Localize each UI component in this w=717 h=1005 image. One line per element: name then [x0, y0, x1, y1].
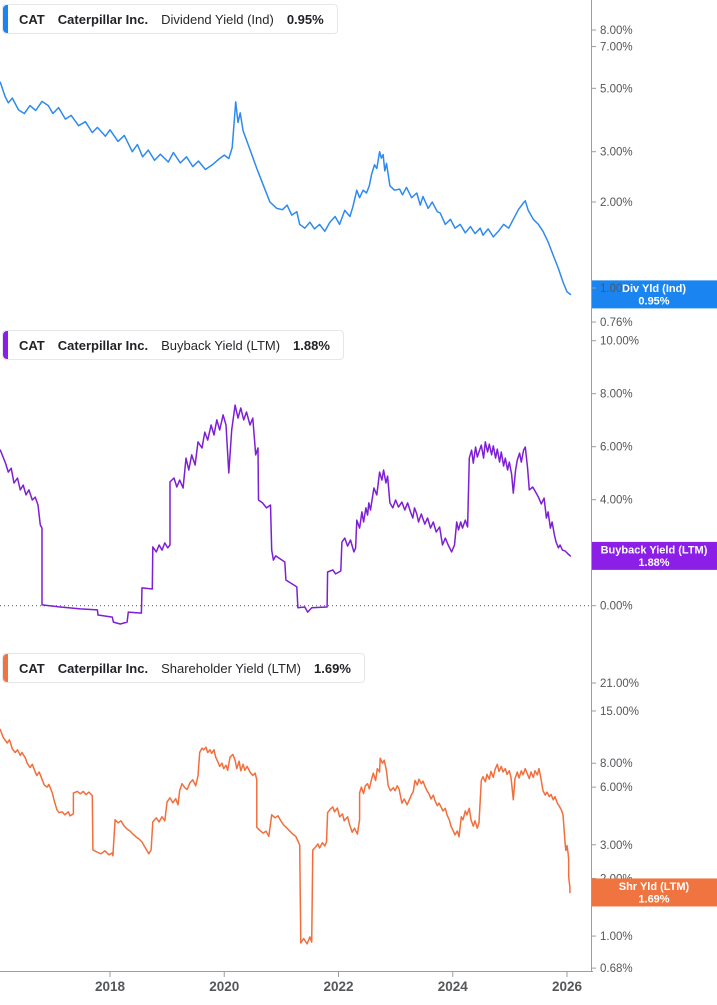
y-axis-label: 2.00%	[600, 197, 633, 209]
last-value-badge-buyback-yield	[591, 541, 717, 570]
ticker-symbol: CAT	[19, 11, 45, 27]
chart-header-dividend-yield[interactable]: CAT Caterpillar Inc. Dividend Yield (Ind…	[2, 4, 338, 34]
badge-series-name: Div Yld (Ind)	[622, 283, 686, 295]
last-value-badge-shareholder-yield	[591, 878, 717, 907]
series-line-dividend-yield	[0, 81, 572, 296]
metric-name: Buyback Yield (LTM)	[161, 337, 281, 353]
series-color-accent	[3, 5, 8, 33]
metric-name: Shareholder Yield (LTM)	[161, 660, 302, 676]
series-line-buyback-yield	[0, 404, 572, 625]
y-axis-label: 8.00%	[600, 758, 633, 770]
badge-last-value: 1.69%	[638, 893, 669, 905]
y-axis-label: 0.68%	[600, 963, 633, 975]
y-axis-label: 1.00%	[600, 283, 633, 295]
x-axis-label: 2024	[438, 979, 469, 994]
y-axis-label: 0.00%	[600, 601, 633, 613]
company-name: Caterpillar Inc.	[57, 337, 149, 353]
y-axis-label: 5.00%	[600, 83, 633, 95]
y-axis-label: 3.00%	[600, 147, 633, 159]
y-axis-label: 6.00%	[600, 442, 633, 454]
y-axis-label: 8.00%	[600, 389, 633, 401]
x-axis-label: 2022	[323, 979, 353, 994]
series-line-shareholder-yield	[0, 728, 571, 945]
y-axis-label: 1.00%	[600, 931, 633, 943]
y-axis-label: 6.00%	[600, 782, 633, 794]
badge-series-name: Shr Yld (LTM)	[619, 881, 690, 893]
metric-value: 0.95%	[286, 11, 324, 27]
y-axis-label: 3.00%	[600, 840, 633, 852]
y-axis-label: 8.00%	[600, 25, 633, 37]
chart-header-buyback-yield[interactable]: CAT Caterpillar Inc. Buyback Yield (LTM)…	[2, 330, 344, 360]
last-value-badge-dividend-yield	[591, 280, 717, 309]
badge-last-value: 0.95%	[638, 295, 669, 307]
metric-name: Dividend Yield (Ind)	[161, 11, 274, 27]
company-name: Caterpillar Inc.	[57, 660, 149, 676]
badge-series-name: Buyback Yield (LTM)	[601, 544, 708, 556]
x-axis-label: 2026	[552, 979, 583, 994]
y-axis-label: 21.00%	[600, 678, 639, 690]
series-color-accent	[3, 331, 8, 359]
y-axis-label: 7.00%	[600, 42, 633, 54]
badge-last-value: 1.88%	[638, 557, 669, 569]
x-axis-label: 2020	[209, 979, 239, 994]
y-axis-label: 0.76%	[600, 317, 633, 329]
company-name: Caterpillar Inc.	[57, 11, 149, 27]
metric-value: 1.88%	[293, 337, 330, 353]
chart-header-shareholder-yield[interactable]: CAT Caterpillar Inc. Shareholder Yield (…	[2, 653, 365, 683]
ticker-symbol: CAT	[19, 660, 45, 676]
y-axis-label: 15.00%	[600, 706, 639, 718]
y-axis-label: 10.00%	[600, 336, 639, 348]
ticker-symbol: CAT	[19, 337, 45, 353]
series-color-accent	[3, 654, 8, 682]
y-axis-label: 4.00%	[600, 495, 633, 507]
x-axis-label: 2018	[95, 979, 126, 994]
metric-value: 1.69%	[314, 660, 351, 676]
